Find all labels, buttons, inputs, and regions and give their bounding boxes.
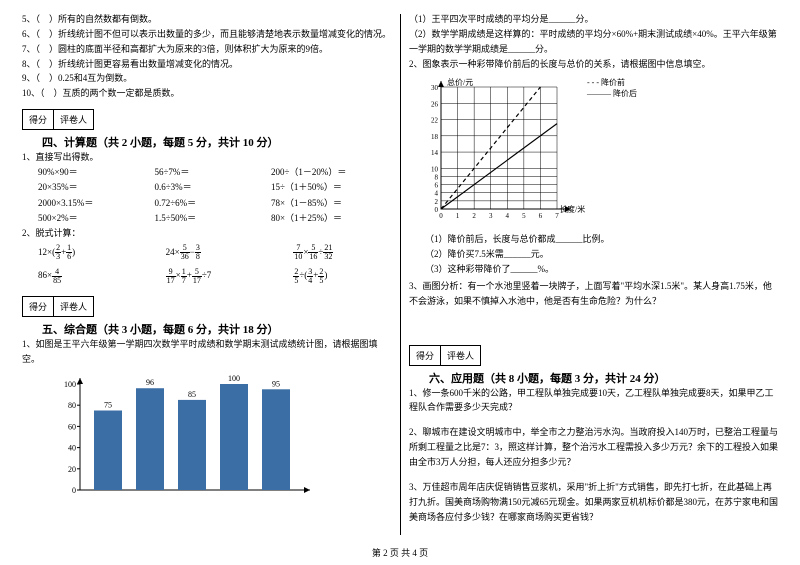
svg-text:长度/米: 长度/米 bbox=[559, 204, 585, 214]
fill-blank-line: （1）王平四次平时成绩的平均分是______分。 bbox=[409, 12, 778, 27]
svg-text:6: 6 bbox=[539, 212, 543, 220]
svg-text:8: 8 bbox=[435, 174, 439, 182]
section-5-title: 五、综合题（共 3 小题，每题 6 分，共计 18 分） bbox=[42, 321, 391, 337]
calc-row: 500×2%＝1.5÷50%＝80×（1＋25%）＝ bbox=[38, 211, 391, 226]
section-5-header: 得分 评卷人 bbox=[22, 296, 391, 317]
calc-row: 90%×90＝56÷7%＝200÷（1－20%）＝ bbox=[38, 165, 391, 180]
q4-2: 2、脱式计算： bbox=[22, 226, 391, 241]
q-chart-prompt: 2、图象表示一种彩带降价前后的长度与总价的关系，请根据图中信息填空。 bbox=[409, 57, 778, 72]
svg-text:0: 0 bbox=[72, 486, 76, 495]
application-question: 1、修一条600千米的公路，甲工程队单独完成要10天，乙工程队单独完成要8天，如… bbox=[409, 386, 778, 416]
truefalse-item: 10、（ ）互质的两个数一定都是质数。 bbox=[22, 86, 391, 101]
page-footer: 第 2 页 共 4 页 bbox=[0, 546, 800, 559]
reviewer-label: 评卷人 bbox=[54, 110, 93, 129]
truefalse-item: 7、（ ）圆柱的底面半径和高都扩大为原来的3倍，则体积扩大为原来的9倍。 bbox=[22, 42, 391, 57]
svg-text:2: 2 bbox=[435, 198, 439, 206]
score-box: 得分 评卷人 bbox=[22, 109, 94, 130]
svg-text:95: 95 bbox=[272, 380, 280, 389]
svg-text:2: 2 bbox=[472, 212, 476, 220]
left-column: 5、（ ）所有的自然数都有倒数。6、（ ）折线统计图不但可以表示出数量的多少，而… bbox=[22, 12, 391, 542]
fill-blank-line: （3）这种彩带降价了______%。 bbox=[409, 262, 778, 277]
fill-blank-line: （2）数学学期成绩是这样算的：平时成绩的平均分×60%+期末测试成绩×40%。王… bbox=[409, 27, 778, 57]
application-question: 3、万佳超市周年店庆促销销售豆浆机，采用"折上折"方式销售，即先打七折，在此基础… bbox=[409, 480, 778, 525]
calc-row: 20×35%＝0.6÷3%＝15÷（1＋50%）＝ bbox=[38, 180, 391, 195]
calc-row: 2000×3.15%＝0.72÷6%＝78×（1－85%）＝ bbox=[38, 196, 391, 211]
svg-text:5: 5 bbox=[522, 212, 526, 220]
svg-text:26: 26 bbox=[431, 101, 439, 109]
svg-text:60: 60 bbox=[68, 423, 76, 432]
right-column: （1）王平四次平时成绩的平均分是______分。（2）数学学期成绩是这样算的：平… bbox=[409, 12, 778, 542]
frac-row-1: 12×(23+16) 24×536−38 710×516÷2132 bbox=[38, 241, 391, 264]
svg-text:85: 85 bbox=[188, 390, 196, 399]
svg-text:14: 14 bbox=[431, 149, 439, 157]
q4-1: 1、直接写出得数。 bbox=[22, 150, 391, 165]
section-6-header: 得分 评卷人 bbox=[409, 345, 778, 366]
svg-text:20: 20 bbox=[68, 465, 76, 474]
chart-legend: - - - 降价前 ——— 降价后 bbox=[587, 77, 637, 232]
bar-chart: 0 20 40 60 80 100 75 96 85 100 95 bbox=[52, 374, 391, 507]
svg-text:3: 3 bbox=[489, 212, 493, 220]
svg-text:总价/元: 总价/元 bbox=[447, 77, 473, 87]
column-divider bbox=[400, 14, 401, 535]
q5-1: 1、如图是王平六年级第一学期四次数学平时成绩和数学期末测试成绩统计图，请根据图填… bbox=[22, 337, 391, 367]
q5-3: 3、画图分析：有一个水池里竖着一块牌子，上面写着"平均水深1.5米"。某人身高1… bbox=[409, 279, 778, 309]
section-4-title: 四、计算题（共 2 小题，每题 5 分，共计 10 分） bbox=[42, 134, 391, 150]
section-4-header: 得分 评卷人 bbox=[22, 109, 391, 130]
score-box: 得分 评卷人 bbox=[409, 345, 481, 366]
truefalse-item: 6、（ ）折线统计图不但可以表示出数量的多少，而且能够清楚地表示数量增减变化的情… bbox=[22, 27, 391, 42]
svg-text:6: 6 bbox=[435, 182, 439, 190]
svg-text:4: 4 bbox=[506, 212, 510, 220]
svg-text:4: 4 bbox=[435, 190, 439, 198]
svg-text:100: 100 bbox=[228, 374, 240, 383]
truefalse-item: 5、（ ）所有的自然数都有倒数。 bbox=[22, 12, 391, 27]
truefalse-item: 9、（ ）0.25和4互为倒数。 bbox=[22, 71, 391, 86]
svg-text:40: 40 bbox=[68, 444, 76, 453]
fill-blank-line: （1）降价前后，长度与总价都成______比例。 bbox=[409, 232, 778, 247]
svg-text:22: 22 bbox=[431, 117, 439, 125]
svg-text:75: 75 bbox=[104, 401, 112, 410]
svg-text:96: 96 bbox=[146, 379, 154, 388]
svg-text:100: 100 bbox=[64, 380, 76, 389]
line-chart: 0123456702468101418222630总价/元长度/米 bbox=[417, 75, 587, 228]
section-6-title: 六、应用题（共 8 小题，每题 3 分，共计 24 分） bbox=[429, 370, 778, 386]
svg-text:80: 80 bbox=[68, 402, 76, 411]
svg-text:30: 30 bbox=[431, 84, 439, 92]
score-box: 得分 评卷人 bbox=[22, 296, 94, 317]
svg-text:0: 0 bbox=[435, 206, 439, 214]
truefalse-item: 8、（ ）折线统计图更容易看出数量增减变化的情况。 bbox=[22, 57, 391, 72]
svg-text:1: 1 bbox=[456, 212, 460, 220]
application-question: 2、聊城市在建设文明城市中，举全市之力整治污水沟。当政府投入140万时，已整治工… bbox=[409, 425, 778, 470]
svg-text:10: 10 bbox=[431, 166, 439, 174]
svg-text:0: 0 bbox=[439, 212, 443, 220]
fill-blank-line: （2）降价买7.5米需______元。 bbox=[409, 247, 778, 262]
frac-row-2: 86×485 917×17+517÷7 25÷(34+25) bbox=[38, 264, 391, 287]
svg-text:18: 18 bbox=[431, 133, 439, 141]
score-label: 得分 bbox=[23, 110, 54, 129]
